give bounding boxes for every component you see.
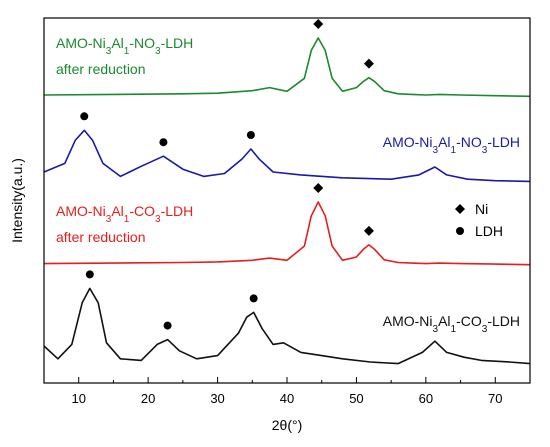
ni-peak-marker (313, 183, 324, 193)
ldh-peak-marker (85, 270, 94, 279)
ldh-peak-marker (159, 138, 168, 147)
x-axis-label: 2θ(°) (272, 417, 303, 433)
series-label-line2-0: after reduction (56, 61, 146, 77)
x-axis: 10 20 30 40 50 60 70 (43, 377, 531, 406)
x-tick-label: 20 (141, 391, 155, 406)
series-label-2: AMO-Ni3Al1-CO3-LDH (56, 203, 193, 225)
series-line-3 (43, 287, 531, 365)
label-layer: AMO-Ni3Al1-NO3-LDH after reduction AMO-Ni3… (56, 35, 520, 335)
series-line-2 (43, 201, 531, 266)
series-line-0 (43, 37, 531, 98)
x-tick-label: 30 (210, 391, 224, 406)
legend-label: LDH (475, 223, 503, 239)
ni-peak-marker (363, 225, 374, 236)
legend-circle (456, 227, 464, 235)
ni-peak-marker (363, 58, 374, 69)
x-tick-label: 70 (488, 391, 502, 406)
x-tick-label: 10 (71, 391, 85, 406)
ldh-peak-marker (80, 112, 89, 121)
ldh-peak-marker (163, 321, 172, 330)
series-label-1: AMO-Ni3Al1-NO3-LDH (383, 134, 520, 156)
ldh-peak-marker (249, 294, 258, 303)
x-tick-label: 50 (349, 391, 363, 406)
series-label-line2-2: after reduction (56, 229, 146, 245)
ni-peak-marker (313, 19, 324, 29)
x-tick-label: 60 (419, 391, 433, 406)
series-label-0: AMO-Ni3Al1-NO3-LDH (56, 35, 193, 57)
x-tick-label: 40 (280, 391, 294, 406)
legend-diamond (455, 204, 465, 214)
series-layer (43, 37, 531, 365)
ldh-peak-marker (246, 131, 255, 139)
y-axis-label: Intensity(a.u.) (9, 158, 25, 243)
series-label-3: AMO-Ni3Al1-CO3-LDH (383, 313, 520, 335)
legend-label: Ni (475, 201, 488, 217)
legend: Ni LDH (455, 201, 503, 239)
marker-layer (80, 19, 374, 330)
series-line-1 (43, 129, 531, 183)
